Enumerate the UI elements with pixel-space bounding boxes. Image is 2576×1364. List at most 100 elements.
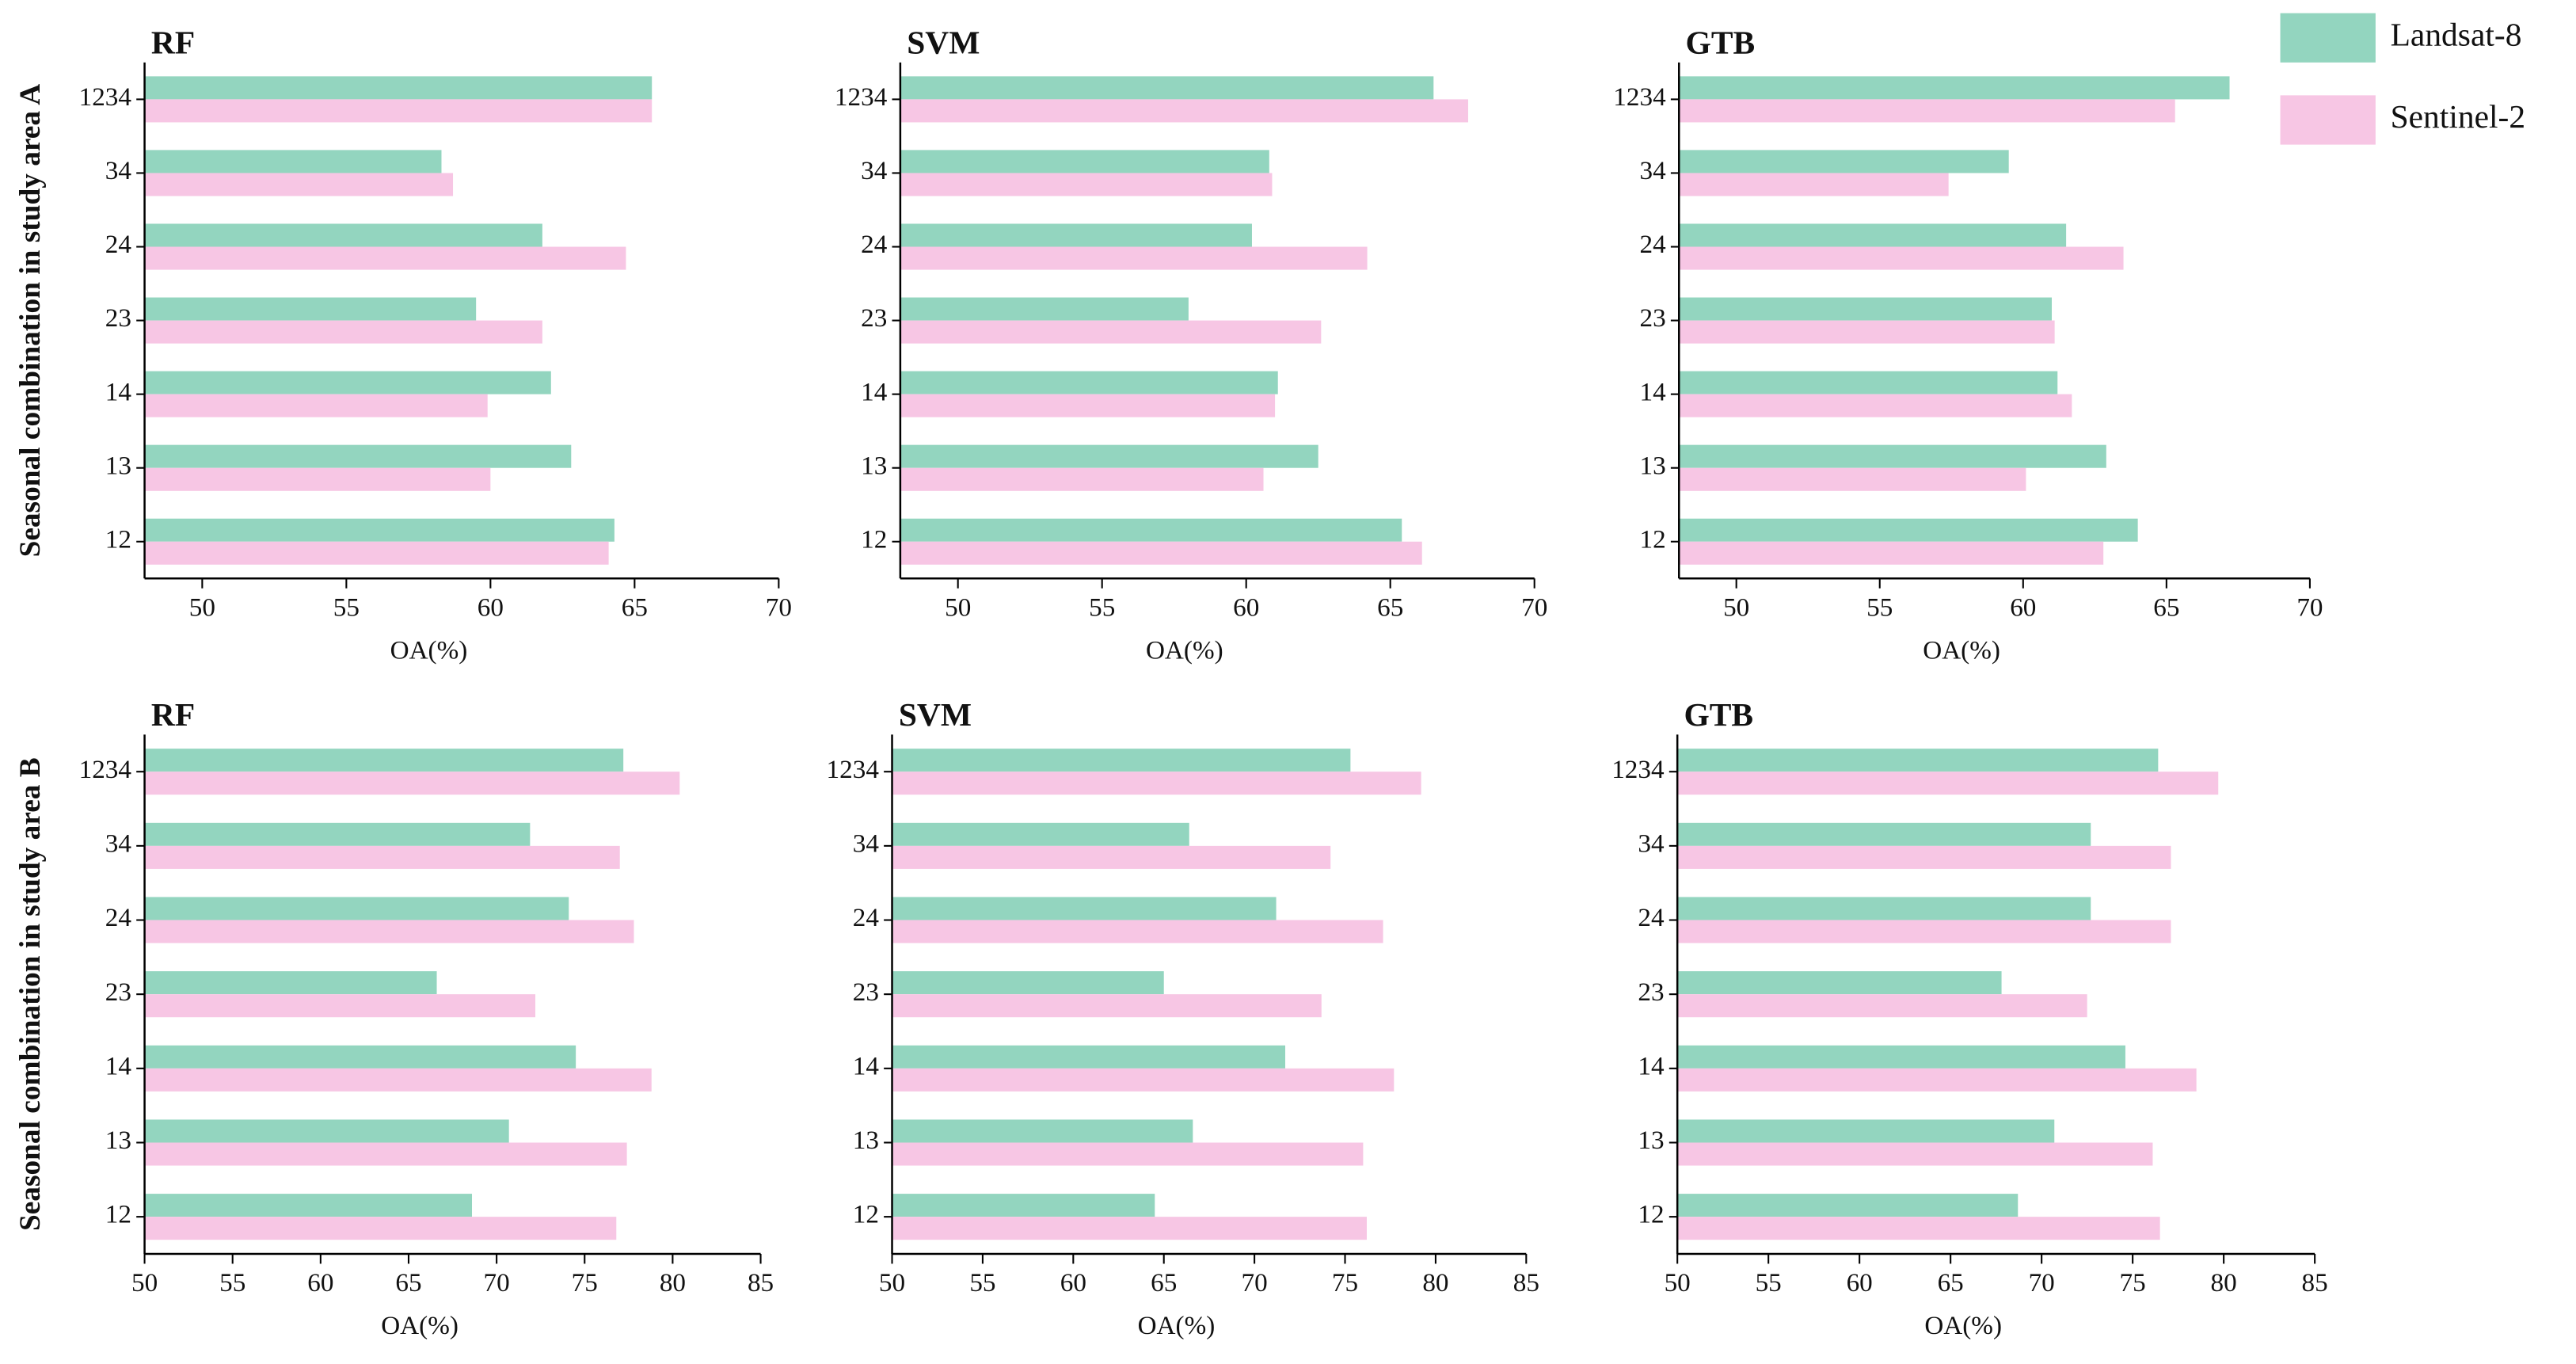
bar: [900, 173, 1273, 196]
bar: [144, 444, 572, 468]
panel-title: RF: [151, 696, 195, 733]
bar: [892, 822, 1189, 846]
bar: [144, 246, 626, 270]
bar: [892, 920, 1383, 943]
bar: [144, 76, 653, 100]
panel-title: SVM: [899, 696, 972, 733]
bar: [144, 394, 488, 417]
y-tick-label: 23: [861, 303, 887, 333]
panel: RF 1234 34 24 23 14 13 12 50 55 60 65 70 OA(%) Seasona…: [14, 25, 792, 665]
x-tick-label: 55: [219, 1268, 245, 1297]
y-tick-label: 12: [861, 524, 887, 554]
bar: [892, 1045, 1286, 1069]
bar: [144, 897, 569, 920]
panel: GTB 1234 34 24 23 14 13 12 50 55 60 65 70 75 80 85 OA(%): [1611, 696, 2328, 1340]
bar: [144, 1068, 652, 1092]
x-tick-label: 80: [660, 1268, 686, 1297]
bar: [144, 223, 542, 247]
x-axis-label: OA(%): [1146, 635, 1223, 665]
x-tick-label: 80: [2211, 1268, 2237, 1297]
bar: [144, 971, 437, 995]
y-tick-label: 24: [861, 230, 888, 259]
bar: [900, 541, 1422, 565]
bar: [144, 297, 477, 321]
y-tick-label: 14: [861, 377, 888, 406]
bar: [144, 920, 634, 943]
bar: [900, 371, 1278, 394]
bar: [900, 76, 1434, 100]
bar: [900, 518, 1402, 542]
y-tick-label: 1234: [1613, 82, 1666, 112]
y-tick-label: 1234: [827, 755, 880, 784]
bar: [1677, 971, 2002, 995]
y-tick-label: 1234: [79, 755, 132, 784]
y-tick-label: 12: [1639, 524, 1665, 554]
bar: [1677, 845, 2171, 869]
x-tick-label: 60: [307, 1268, 333, 1297]
bar: [1679, 371, 2058, 394]
bar: [892, 971, 1164, 995]
y-tick-label: 14: [105, 1051, 132, 1080]
bar: [1677, 994, 2087, 1018]
x-axis-label: OA(%): [1924, 1311, 2002, 1340]
x-tick-label: 70: [2029, 1268, 2055, 1297]
bar: [900, 320, 1322, 344]
x-tick-label: 70: [1521, 592, 1547, 622]
y-tick-label: 13: [853, 1126, 879, 1155]
bar: [144, 541, 609, 565]
x-tick-label: 50: [189, 592, 215, 622]
y-tick-label: 13: [105, 1126, 131, 1155]
bar: [1677, 772, 2219, 795]
y-tick-label: 24: [105, 903, 132, 932]
bar: [1677, 822, 2091, 846]
x-axis-label: OA(%): [390, 635, 468, 665]
y-tick-label: 14: [105, 377, 132, 406]
x-tick-label: 75: [1332, 1268, 1358, 1297]
x-tick-label: 50: [1723, 592, 1749, 622]
y-tick-label: 12: [105, 524, 131, 554]
x-tick-label: 60: [1060, 1268, 1086, 1297]
legend-label: Landsat-8: [2391, 16, 2522, 52]
legend-swatch: [2280, 13, 2376, 63]
bar: [892, 994, 1322, 1018]
x-tick-label: 65: [2153, 592, 2179, 622]
bar: [1679, 444, 2106, 468]
x-tick-label: 65: [1938, 1268, 1964, 1297]
x-tick-label: 70: [1242, 1268, 1268, 1297]
bar: [892, 749, 1351, 772]
y-tick-label: 24: [853, 903, 880, 932]
bar: [144, 99, 653, 123]
bar: [144, 150, 442, 173]
bar: [1677, 1194, 2019, 1217]
y-tick-label: 34: [861, 156, 888, 185]
y-tick-label: 34: [1638, 829, 1665, 858]
x-tick-label: 60: [1847, 1268, 1873, 1297]
x-tick-label: 60: [1233, 592, 1259, 622]
bar: [144, 994, 536, 1018]
bar: [892, 1142, 1364, 1166]
bar: [892, 1119, 1193, 1143]
bar: [1677, 1119, 2055, 1143]
x-tick-label: 65: [1151, 1268, 1177, 1297]
panel-title: RF: [151, 25, 195, 61]
bar: [1677, 1217, 2160, 1240]
bar: [900, 246, 1368, 270]
x-tick-label: 60: [2010, 592, 2036, 622]
bar: [1679, 297, 2053, 321]
x-tick-label: 80: [1422, 1268, 1448, 1297]
bar: [144, 822, 531, 846]
bar: [1679, 246, 2124, 270]
bar: [892, 1217, 1367, 1240]
y-tick-label: 34: [105, 156, 132, 185]
bar: [1677, 920, 2171, 943]
panel: GTB 1234 34 24 23 14 13 12 50 55 60 65 70 OA(%): [1613, 25, 2323, 665]
bar: [1679, 173, 1949, 196]
bar: [144, 772, 680, 795]
bar: [900, 297, 1189, 321]
y-tick-label: 13: [861, 451, 887, 480]
y-tick-label: 1234: [835, 82, 888, 112]
bar: [1679, 223, 2067, 247]
y-tick-label: 12: [1638, 1200, 1664, 1229]
x-tick-label: 60: [478, 592, 504, 622]
